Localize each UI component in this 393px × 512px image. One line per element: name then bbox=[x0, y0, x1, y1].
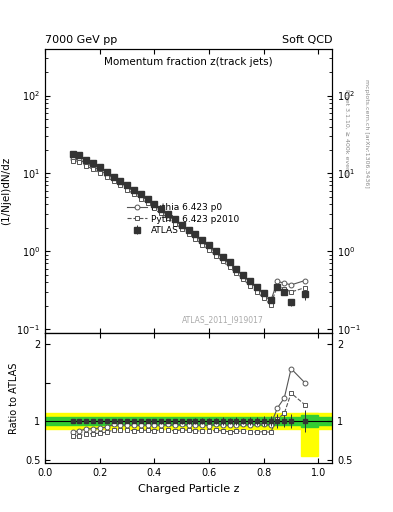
Pythia 6.423 p0 bbox=[214, 249, 219, 255]
Pythia 6.423 p2010 bbox=[200, 242, 205, 248]
Pythia 6.423 p0 bbox=[275, 279, 280, 285]
Pythia 6.423 p2010 bbox=[180, 226, 184, 232]
Pythia 6.423 p2010 bbox=[248, 283, 252, 289]
Pythia 6.423 p2010 bbox=[111, 178, 116, 184]
Pythia 6.423 p0 bbox=[104, 172, 109, 178]
Pythia 6.423 p0 bbox=[77, 157, 82, 163]
Pythia 6.423 p2010 bbox=[289, 289, 294, 295]
Pythia 6.423 p0 bbox=[159, 207, 163, 214]
Bar bbox=[45, 417, 332, 425]
Pythia 6.423 p2010 bbox=[282, 286, 286, 292]
Pythia 6.423 p2010 bbox=[77, 159, 82, 165]
Pythia 6.423 p0 bbox=[282, 280, 286, 286]
Pythia 6.423 p0 bbox=[289, 282, 294, 288]
Pythia 6.423 p2010 bbox=[261, 295, 266, 301]
Pythia 6.423 p0 bbox=[173, 218, 177, 224]
Pythia 6.423 p0 bbox=[84, 160, 88, 166]
Pythia 6.423 p2010 bbox=[275, 283, 280, 289]
Pythia 6.423 p2010 bbox=[70, 158, 75, 164]
Pythia 6.423 p2010 bbox=[220, 259, 225, 265]
Pythia 6.423 p2010 bbox=[234, 270, 239, 276]
Pythia 6.423 p0 bbox=[200, 239, 205, 245]
Bar bbox=[45, 413, 332, 429]
Text: 7000 GeV pp: 7000 GeV pp bbox=[45, 35, 118, 45]
Pythia 6.423 p2010 bbox=[91, 166, 95, 173]
Pythia 6.423 p2010 bbox=[152, 205, 157, 211]
Text: Soft QCD: Soft QCD bbox=[282, 35, 332, 45]
Pythia 6.423 p2010 bbox=[193, 236, 198, 242]
Pythia 6.423 p0 bbox=[227, 261, 232, 267]
Pythia 6.423 p2010 bbox=[138, 196, 143, 202]
X-axis label: Charged Particle z: Charged Particle z bbox=[138, 484, 239, 494]
Pythia 6.423 p0 bbox=[193, 233, 198, 239]
Pythia 6.423 p2010 bbox=[145, 200, 150, 206]
Pythia 6.423 p0 bbox=[111, 176, 116, 182]
Pythia 6.423 p2010 bbox=[159, 210, 163, 216]
Pythia 6.423 p0 bbox=[125, 184, 130, 190]
Pythia 6.423 p0 bbox=[241, 273, 246, 279]
Pythia 6.423 p0 bbox=[180, 223, 184, 229]
Pythia 6.423 p2010 bbox=[268, 302, 273, 308]
Pythia 6.423 p0 bbox=[234, 267, 239, 273]
Pythia 6.423 p2010 bbox=[214, 252, 219, 259]
Pythia 6.423 p0 bbox=[91, 164, 95, 170]
Y-axis label: Ratio to ATLAS: Ratio to ATLAS bbox=[9, 362, 19, 434]
Y-axis label: (1/Njel)dN/dz: (1/Njel)dN/dz bbox=[1, 157, 11, 225]
Pythia 6.423 p2010 bbox=[132, 191, 136, 197]
Text: ATLAS_2011_I919017: ATLAS_2011_I919017 bbox=[182, 315, 264, 324]
Pythia 6.423 p2010 bbox=[207, 247, 211, 253]
Text: Momentum fraction z(track jets): Momentum fraction z(track jets) bbox=[104, 57, 273, 67]
Pythia 6.423 p0 bbox=[261, 291, 266, 297]
Pythia 6.423 p0 bbox=[118, 180, 123, 186]
Text: mcplots.cern.ch [arXiv:1306.3436]: mcplots.cern.ch [arXiv:1306.3436] bbox=[364, 79, 369, 187]
Pythia 6.423 p0 bbox=[268, 298, 273, 304]
Pythia 6.423 p2010 bbox=[166, 215, 171, 221]
Pythia 6.423 p2010 bbox=[84, 163, 88, 169]
Pythia 6.423 p2010 bbox=[186, 231, 191, 237]
Bar bbox=[301, 413, 318, 456]
Pythia 6.423 p2010 bbox=[227, 264, 232, 270]
Pythia 6.423 p0 bbox=[248, 279, 252, 285]
Text: Rivet 3.1.10, ≥ 400k events: Rivet 3.1.10, ≥ 400k events bbox=[344, 89, 349, 177]
Pythia 6.423 p2010 bbox=[118, 182, 123, 188]
Pythia 6.423 p0 bbox=[97, 167, 102, 174]
Pythia 6.423 p0 bbox=[152, 202, 157, 208]
Line: Pythia 6.423 p2010: Pythia 6.423 p2010 bbox=[70, 158, 307, 307]
Pythia 6.423 p2010 bbox=[97, 170, 102, 176]
Pythia 6.423 p0 bbox=[70, 156, 75, 162]
Pythia 6.423 p0 bbox=[132, 188, 136, 195]
Pythia 6.423 p0 bbox=[207, 244, 211, 250]
Pythia 6.423 p0 bbox=[166, 212, 171, 219]
Pythia 6.423 p2010 bbox=[125, 187, 130, 193]
Legend: Pythia 6.423 p0, Pythia 6.423 p2010, ATLAS: Pythia 6.423 p0, Pythia 6.423 p2010, ATL… bbox=[124, 201, 242, 238]
Pythia 6.423 p2010 bbox=[255, 289, 259, 295]
Pythia 6.423 p0 bbox=[186, 228, 191, 234]
Pythia 6.423 p0 bbox=[255, 285, 259, 291]
Line: Pythia 6.423 p0: Pythia 6.423 p0 bbox=[70, 156, 307, 304]
Pythia 6.423 p0 bbox=[145, 198, 150, 204]
Pythia 6.423 p0 bbox=[302, 278, 307, 284]
Pythia 6.423 p2010 bbox=[173, 221, 177, 227]
Pythia 6.423 p2010 bbox=[241, 276, 246, 283]
Bar bbox=[301, 415, 318, 427]
Pythia 6.423 p2010 bbox=[104, 174, 109, 180]
Pythia 6.423 p0 bbox=[138, 193, 143, 199]
Pythia 6.423 p0 bbox=[220, 255, 225, 262]
Pythia 6.423 p2010 bbox=[302, 285, 307, 291]
